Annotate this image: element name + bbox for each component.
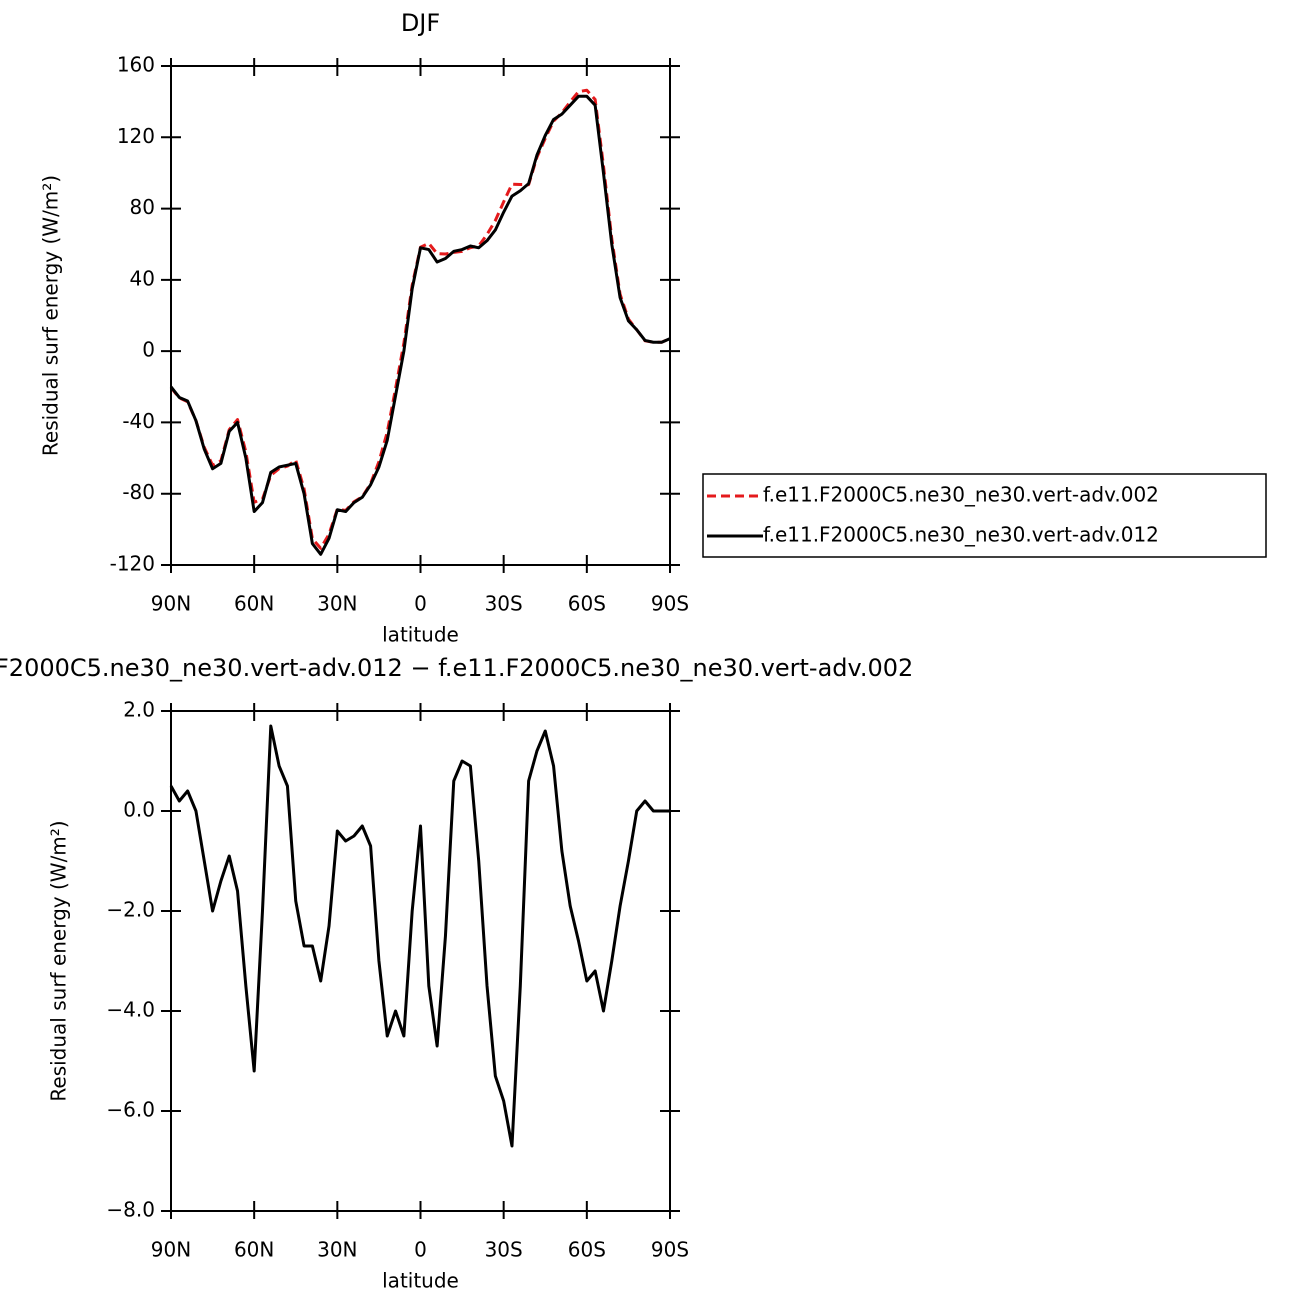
x-tick-label: 60S xyxy=(568,1238,606,1262)
x-axis-label: latitude xyxy=(382,623,459,647)
x-tick-label: 30N xyxy=(317,592,357,616)
x-tick-label: 90N xyxy=(151,1238,191,1262)
y-tick-label: −2.0 xyxy=(106,898,155,922)
x-tick-label: 60S xyxy=(568,592,606,616)
line-series xyxy=(169,88,671,550)
x-tick-label: 60N xyxy=(234,592,274,616)
y-axis-label: Residual surf energy (W/m²) xyxy=(39,175,63,456)
x-tick-label: 30S xyxy=(485,1238,523,1262)
y-tick-label: −8.0 xyxy=(106,1198,155,1222)
y-tick-label: −4.0 xyxy=(106,998,155,1022)
x-tick-label: 60N xyxy=(234,1238,274,1262)
x-tick-label: 0 xyxy=(414,1238,427,1262)
x-tick-label: 30N xyxy=(317,1238,357,1262)
legend-label: f.e11.F2000C5.ne30_ne30.vert-adv.002 xyxy=(763,483,1159,507)
plot-frame xyxy=(170,65,671,566)
line-series xyxy=(169,724,670,1148)
chart-title: DJF xyxy=(401,9,440,37)
y-tick-label: 160 xyxy=(117,53,155,77)
chart-title: f.e11.F2000C5.ne30_ne30.vert-adv.012 − f… xyxy=(0,654,913,682)
x-tick-label: 90S xyxy=(651,592,689,616)
legend-label: f.e11.F2000C5.ne30_ne30.vert-adv.012 xyxy=(763,523,1159,547)
y-tick-label: -120 xyxy=(110,552,155,576)
y-tick-label: 0 xyxy=(142,338,155,362)
y-tick-label: 0.0 xyxy=(123,798,155,822)
plot-frame xyxy=(170,710,671,1212)
y-tick-label: -80 xyxy=(122,480,155,504)
x-tick-label: 90S xyxy=(651,1238,689,1262)
x-axis-label: latitude xyxy=(382,1269,459,1293)
x-tick-label: 30S xyxy=(485,592,523,616)
y-tick-label: −6.0 xyxy=(106,1098,155,1122)
x-tick-label: 90N xyxy=(151,592,191,616)
legend-box xyxy=(702,473,1267,558)
line-series xyxy=(169,94,671,556)
y-axis-label: Residual surf energy (W/m²) xyxy=(47,820,71,1101)
y-tick-label: 120 xyxy=(117,124,155,148)
x-tick-label: 0 xyxy=(414,592,427,616)
y-tick-label: 80 xyxy=(130,195,155,219)
y-tick-label: 40 xyxy=(130,266,155,290)
y-tick-label: 2.0 xyxy=(123,698,155,722)
y-tick-label: -40 xyxy=(122,409,155,433)
